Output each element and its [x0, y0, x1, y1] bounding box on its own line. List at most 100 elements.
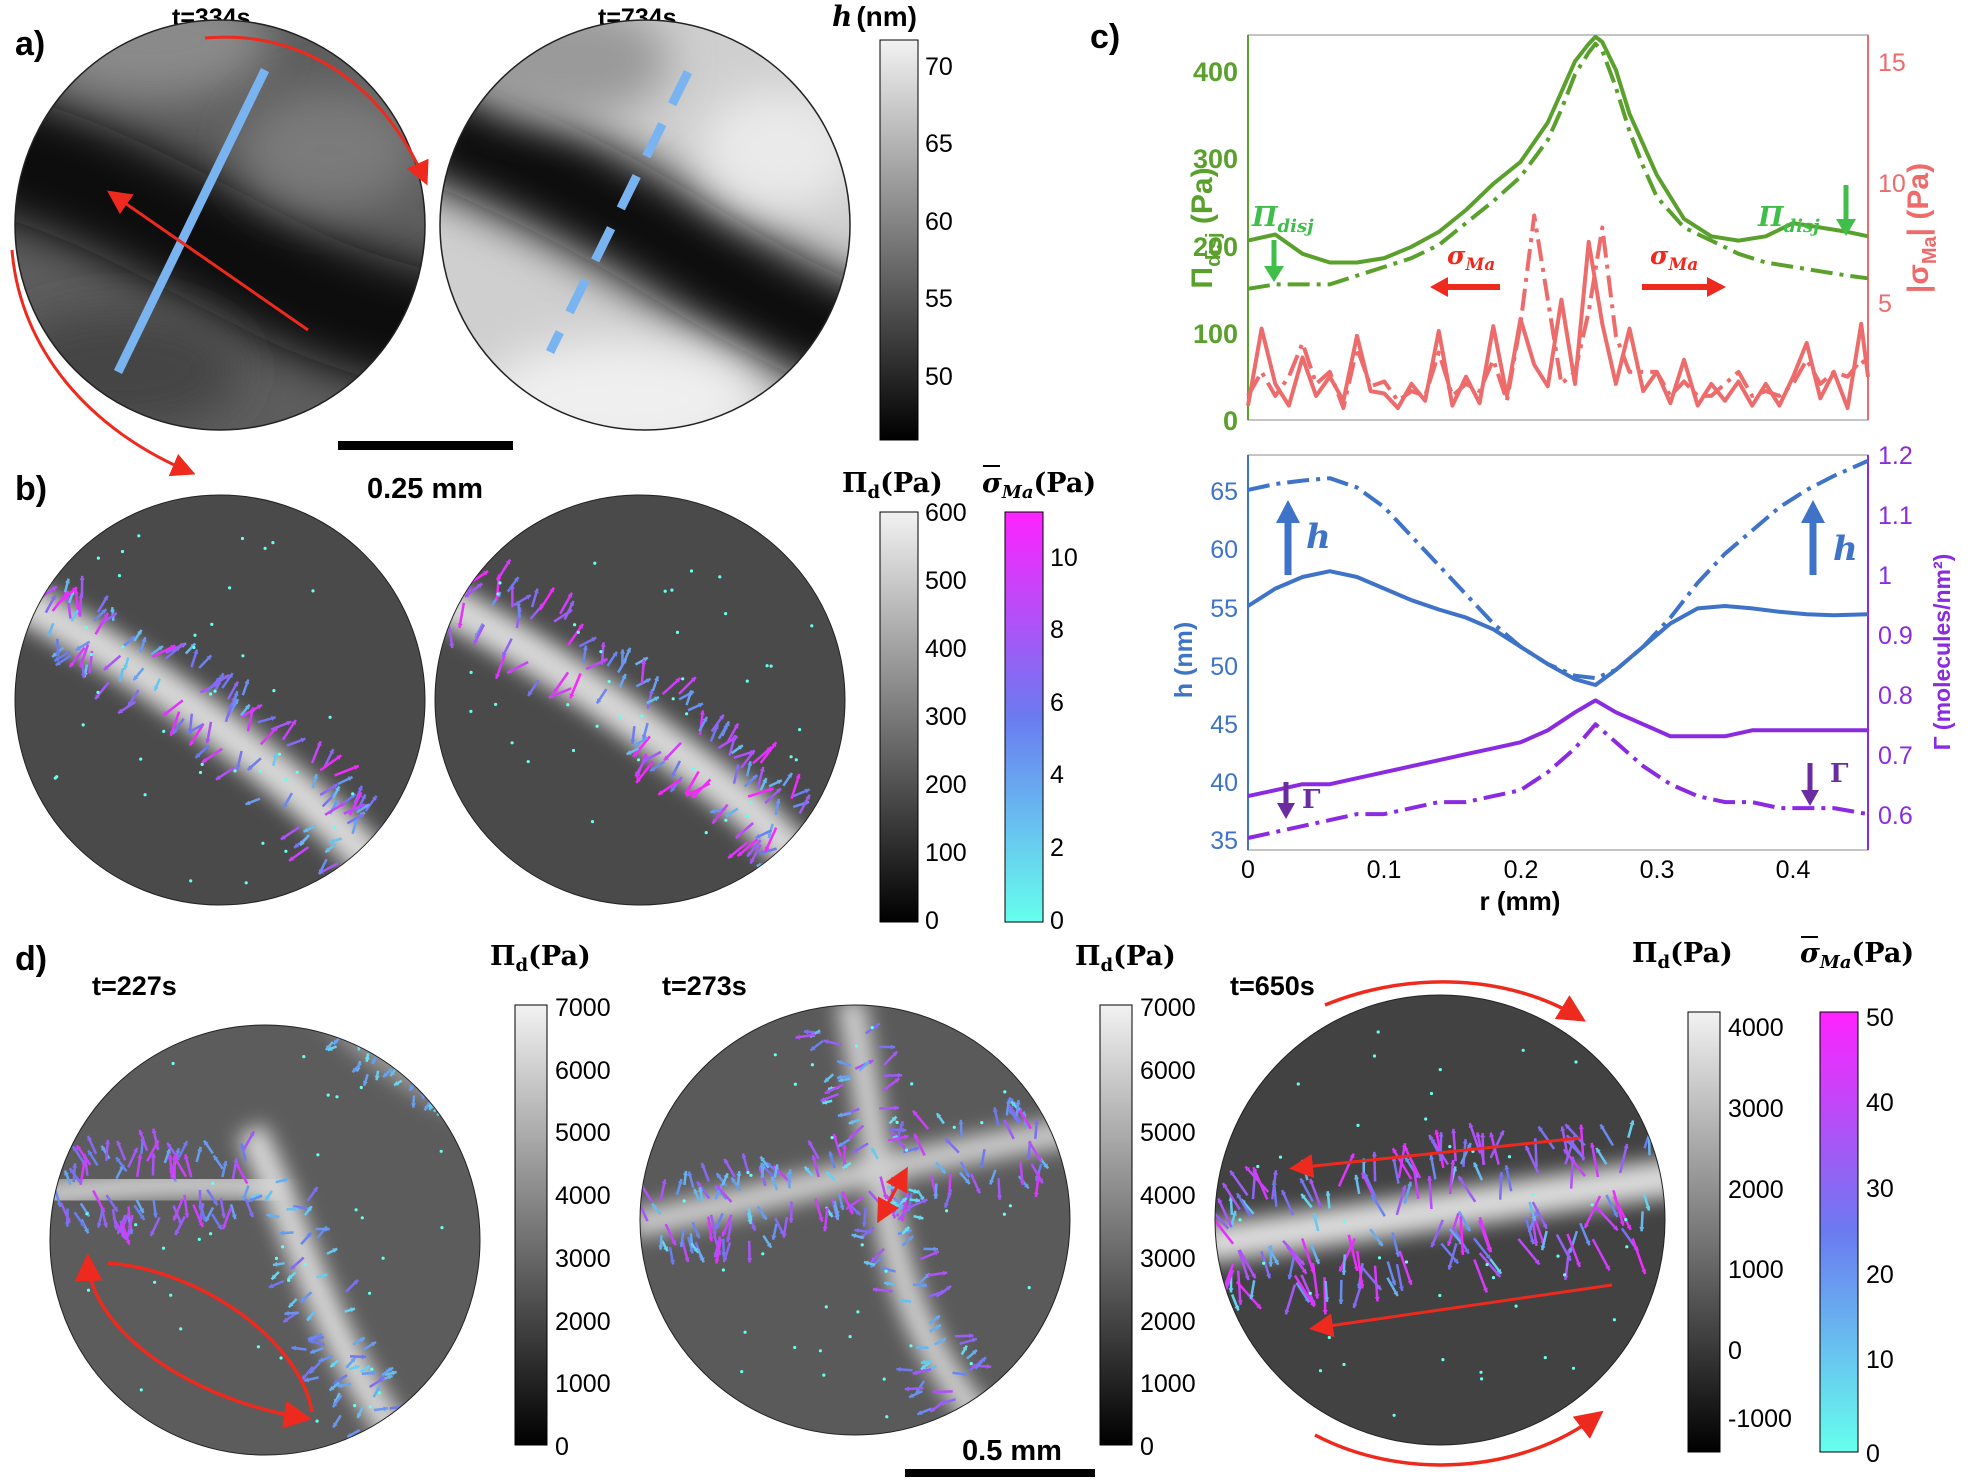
vector-arrowhead [387, 1374, 393, 1380]
vector-arrowhead [1349, 1153, 1355, 1159]
vector-arrowhead [167, 1154, 173, 1160]
vector-arrowhead [737, 745, 743, 750]
vector-arrowhead [741, 1153, 747, 1159]
vector-arrowhead [721, 1231, 727, 1237]
rotation-arrow-d3-bottom [1314, 1410, 1604, 1467]
colorbar-d3-tick: 3000 [1728, 1095, 1784, 1123]
scale-bar-d [905, 1469, 1095, 1477]
vector-arrow [397, 1043, 408, 1050]
vector-arrowhead [852, 1148, 858, 1153]
vector-arrowhead [766, 1242, 772, 1248]
vector-arrowhead [457, 623, 463, 628]
vector-arrowhead [986, 1363, 992, 1369]
vector-arrowhead [331, 1030, 337, 1035]
vector-dot [368, 1405, 372, 1409]
vector-dot [681, 677, 685, 681]
vector-arrow [0, 630, 11, 637]
vector-arrowhead [322, 1273, 328, 1279]
vector-arrowhead [233, 691, 239, 696]
vector-arrowhead [347, 776, 353, 782]
vector-arrowhead [424, 1105, 430, 1111]
vector-dot [724, 612, 728, 616]
vector-arrowhead [723, 724, 728, 730]
series-line-3 [1246, 213, 1870, 410]
vector-dot [573, 623, 577, 627]
vector-arrowhead [1009, 1109, 1014, 1115]
vector-dot [193, 633, 197, 637]
vector-dot [161, 1246, 166, 1250]
vector-arrowhead [747, 1219, 753, 1224]
vector-arrowhead [294, 843, 300, 848]
vector-dot [824, 1305, 828, 1309]
vector-arrowhead [760, 1156, 766, 1162]
vector-arrow [435, 608, 436, 629]
vector-arrowhead [65, 1217, 71, 1223]
vector-arrowhead [113, 1206, 118, 1212]
vector-arrowhead [53, 1147, 59, 1153]
vector-arrowhead [1003, 1119, 1009, 1125]
vector-dot [228, 586, 232, 590]
vector-arrowhead [642, 757, 648, 763]
vector-arrowhead [772, 870, 778, 876]
vector-arrow [1440, 1242, 1460, 1265]
colorbar-b-pi-tick: 0 [925, 907, 939, 935]
vector-arrowhead [139, 1208, 144, 1213]
vector-arrowhead [245, 704, 250, 710]
vector-arrowhead [719, 714, 724, 720]
vector-arrowhead [318, 1357, 324, 1363]
vector-arrowhead [663, 1246, 668, 1252]
vector-arrowhead [333, 1039, 339, 1045]
vector-arrowhead [460, 1089, 465, 1094]
colorbar-d2-tick: 4000 [1140, 1182, 1196, 1210]
vector-arrow [1391, 1147, 1413, 1180]
vector-arrowhead [1495, 1272, 1501, 1277]
vector-arrowhead [687, 1171, 693, 1177]
vector-arrow [1301, 1238, 1316, 1274]
vector-arrowhead [1005, 1099, 1011, 1104]
vector-arrow [1428, 1134, 1444, 1161]
vector-arrowhead [170, 645, 176, 650]
vector-arrow [1473, 1259, 1488, 1293]
vector-arrowhead [692, 793, 697, 798]
vector-arrowhead [1036, 1156, 1042, 1162]
vector-arrowhead [848, 1119, 854, 1125]
vector-arrowhead [205, 738, 211, 744]
vector-arrowhead [641, 659, 647, 665]
colorbar-d4-tick: 20 [1866, 1261, 1894, 1289]
vector-dot [256, 1345, 260, 1349]
vector-arrowhead [79, 662, 84, 668]
vector-dot [810, 624, 814, 628]
series-line-2 [1247, 698, 1868, 799]
vector-arrowhead [1585, 1240, 1591, 1246]
panel-a-label: a) [15, 25, 45, 63]
vector-dot [213, 689, 217, 693]
vector-arrowhead [1374, 1296, 1380, 1302]
colorbar-d3 [1687, 1011, 1721, 1453]
vector-arrowhead [871, 1257, 876, 1263]
colorbar-b-sigma-ticks: 10 8 6 4 2 0 [1050, 544, 1078, 935]
vector-arrowhead [1405, 1157, 1410, 1163]
rotation-arrow-d1-lower [74, 1253, 312, 1429]
vector-dot [89, 652, 93, 657]
vector-arrow [1612, 1196, 1632, 1231]
vector-arrowhead [962, 1345, 967, 1351]
vector-arrowhead [913, 1133, 919, 1139]
colorbar-b-sigma-tick: 2 [1050, 834, 1064, 862]
vector-dot [1507, 1155, 1512, 1159]
vector-arrowhead [912, 1370, 918, 1376]
vector-arrowhead [448, 1075, 454, 1081]
vector-arrowhead [233, 681, 238, 687]
vector-arrowhead [1639, 1226, 1645, 1232]
vector-arrow [35, 570, 41, 585]
vector-arrowhead [1540, 1245, 1546, 1251]
vector-dot [1356, 1123, 1360, 1127]
colorbar-d2-tick: 0 [1140, 1433, 1154, 1461]
vector-arrowhead [751, 1225, 756, 1231]
annotation-h-left: h [1306, 517, 1331, 557]
vector-arrowhead [693, 1247, 699, 1253]
vector-arrowhead [359, 814, 364, 819]
vector-arrowhead [193, 649, 199, 655]
vector-dot [271, 541, 275, 545]
vector-arrowhead [1325, 1191, 1331, 1196]
vector-arrowhead [671, 772, 677, 778]
